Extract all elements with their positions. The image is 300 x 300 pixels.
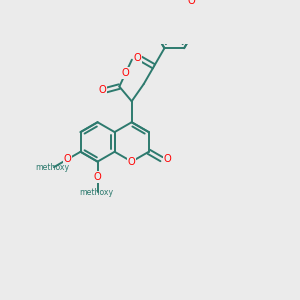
Text: methoxy: methoxy (79, 188, 113, 197)
Text: O: O (188, 0, 196, 6)
Text: O: O (163, 154, 171, 164)
Text: O: O (134, 53, 142, 63)
Text: O: O (99, 85, 106, 94)
Text: O: O (63, 154, 71, 164)
Text: O: O (122, 68, 130, 78)
Text: methoxy: methoxy (36, 163, 70, 172)
Text: O: O (128, 157, 136, 166)
Text: O: O (94, 172, 101, 182)
